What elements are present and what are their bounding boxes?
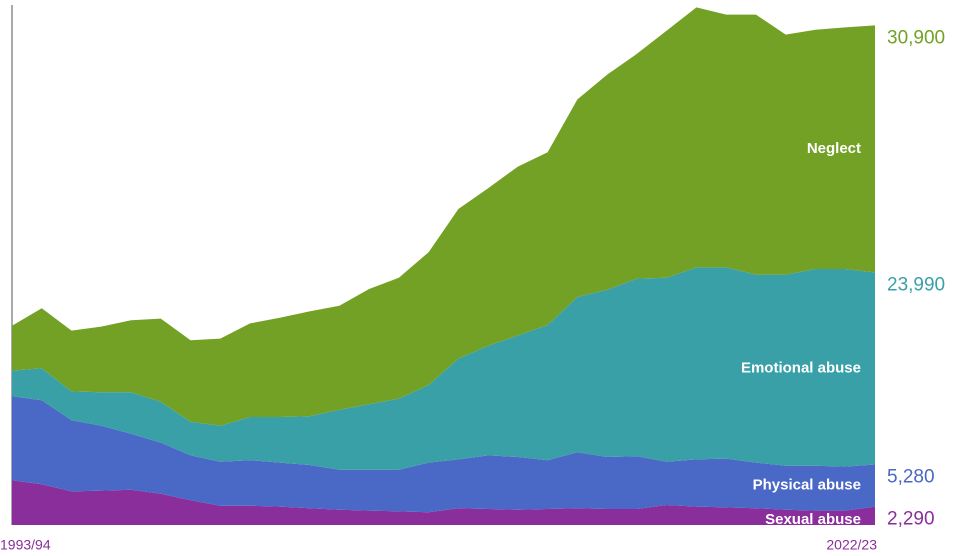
area — [12, 7, 875, 426]
value-label: 5,280 — [887, 466, 935, 487]
area — [12, 396, 875, 513]
x-tick-label: 2022/23 — [826, 537, 877, 553]
area — [12, 480, 875, 525]
value-label: 2,290 — [887, 509, 935, 530]
value-label: 23,990 — [887, 275, 945, 296]
value-label: 30,900 — [887, 27, 945, 48]
series-label: Physical abuse — [753, 477, 861, 494]
area — [12, 267, 875, 470]
series-label: Emotional abuse — [741, 359, 861, 376]
series-label: Sexual abuse — [765, 511, 861, 528]
series-label: Neglect — [807, 140, 861, 157]
x-tick-label: 1993/94 — [0, 537, 51, 553]
